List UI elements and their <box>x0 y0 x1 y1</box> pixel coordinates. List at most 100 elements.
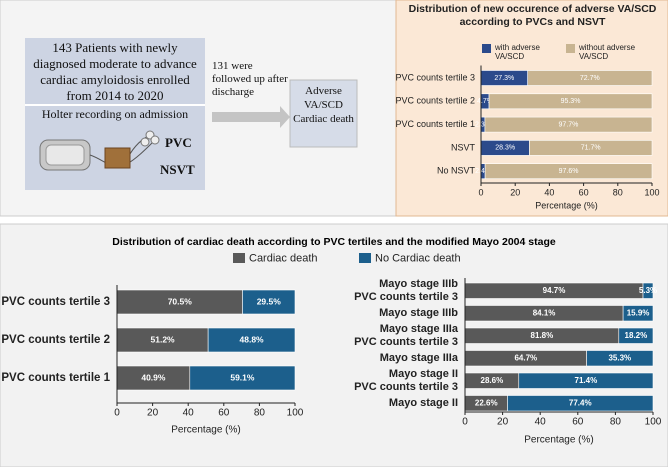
bar-segment <box>618 327 654 344</box>
x-tick-label: 80 <box>610 417 622 428</box>
bar-segment <box>488 93 653 110</box>
x-tick-label: 80 <box>254 408 266 419</box>
x-tick-label: 40 <box>535 417 547 428</box>
y-tick-label: PVC counts tertile 3 <box>354 291 458 303</box>
value-label: 77.4% <box>569 398 592 407</box>
bar-segment <box>622 305 654 322</box>
x-axis-label: Percentage (%) <box>524 435 593 446</box>
x-axis-label: Percentage (%) <box>171 425 240 436</box>
value-label: 29.5% <box>257 296 282 306</box>
legend-label: Cardiac death <box>249 252 318 264</box>
value-label: 40.9% <box>141 372 166 382</box>
x-tick-label: 60 <box>218 408 230 419</box>
value-label: 72.7% <box>580 75 600 82</box>
x-tick-label: 100 <box>645 417 662 428</box>
legend-swatch <box>233 253 245 263</box>
followup-text: 131 were followed up after discharge <box>212 60 288 98</box>
bar-segment <box>529 140 653 156</box>
value-label: 4.7% <box>477 98 493 105</box>
bar-segment <box>507 395 654 412</box>
value-label: 71.4% <box>575 376 598 385</box>
y-tick-label: Mayo stage II <box>389 368 458 380</box>
x-tick-label: 0 <box>114 408 120 419</box>
y-tick-label: Mayo stage IIIa <box>380 323 459 335</box>
pvc-text: PVC <box>165 135 192 150</box>
y-tick-label: Mayo stage II <box>389 397 458 409</box>
y-tick-label: PVC counts tertile 3 <box>395 72 475 82</box>
x-tick-label: 20 <box>510 187 520 197</box>
y-tick-label: PVC counts tertile 2 <box>395 96 475 106</box>
value-label: 71.7% <box>581 145 601 152</box>
nsvt-text: NSVT <box>160 162 195 177</box>
value-label: 97.6% <box>559 168 579 175</box>
value-label: 81.8% <box>531 331 554 340</box>
value-label: 95.3% <box>561 98 581 105</box>
x-tick-label: 100 <box>287 408 304 419</box>
chart-title: Distribution of cardiac death according … <box>112 236 556 248</box>
value-label: 51.2% <box>151 334 176 344</box>
value-label: 28.3% <box>495 145 515 152</box>
y-tick-label: Mayo stage IIIb <box>379 307 458 319</box>
y-tick-label: PVC counts tertile 1 <box>395 119 475 129</box>
bar-segment <box>116 365 191 391</box>
value-label: 18.2% <box>625 331 648 340</box>
value-label: 84.1% <box>533 308 556 317</box>
value-label: 59.1% <box>230 372 255 382</box>
y-tick-label: Mayo stage IIIa <box>380 352 459 364</box>
x-tick-label: 40 <box>183 408 195 419</box>
bar-segment <box>242 289 296 315</box>
x-tick-label: 60 <box>572 417 584 428</box>
legend-swatch <box>359 253 371 263</box>
legend-label: with adverse VA/SCD <box>495 43 540 61</box>
y-tick-label: PVC counts tertile 2 <box>1 334 110 346</box>
value-label: 97.7% <box>559 121 579 128</box>
value-label: 35.3% <box>608 353 631 362</box>
bar-segment <box>189 365 296 391</box>
x-tick-label: 20 <box>497 417 509 428</box>
bar-segment <box>116 327 209 353</box>
bar-segment <box>484 116 653 133</box>
y-tick-label: Mayo stage IIIb <box>379 278 458 290</box>
bottom-chart-panel <box>0 223 668 467</box>
bar-segment <box>586 350 654 367</box>
value-label: 2.4% <box>475 168 491 175</box>
bar-segment <box>642 282 654 299</box>
value-label: 70.5% <box>168 296 193 306</box>
y-tick-label: PVC counts tertile 1 <box>1 372 110 384</box>
legend-swatch <box>482 44 491 53</box>
legend-swatch <box>566 44 575 53</box>
value-label: 2.3% <box>475 121 491 128</box>
x-tick-label: 100 <box>644 187 659 197</box>
value-label: 15.9% <box>627 308 650 317</box>
x-tick-label: 40 <box>544 187 554 197</box>
x-tick-label: 0 <box>462 417 468 428</box>
value-label: 64.7% <box>514 353 537 362</box>
x-tick-label: 20 <box>147 408 159 419</box>
holter-device <box>39 130 160 171</box>
bar-segment <box>484 163 653 179</box>
value-label: 48.8% <box>240 334 265 344</box>
y-tick-label: PVC counts tertile 3 <box>354 336 458 348</box>
holter-text: Holter recording on admission <box>41 107 189 121</box>
x-tick-label: 0 <box>478 187 483 197</box>
value-label: 94.7% <box>543 286 566 295</box>
chart-title: Distribution of new occurence of adverse… <box>408 3 657 28</box>
bar-segment <box>116 289 243 315</box>
y-tick-label: PVC counts tertile 3 <box>1 296 110 308</box>
value-label: 28.6% <box>481 376 504 385</box>
bar-segment <box>207 327 296 353</box>
x-axis-label: Percentage (%) <box>535 200 598 210</box>
y-tick-label: NSVT <box>451 142 476 152</box>
y-tick-label: PVC counts tertile 3 <box>354 381 458 393</box>
x-tick-label: 80 <box>613 187 623 197</box>
outcome-text: Adverse VA/SCD Cardiac death <box>293 85 354 125</box>
value-label: 22.6% <box>475 398 498 407</box>
value-label: 5.3% <box>639 286 657 295</box>
y-tick-label: No NSVT <box>437 166 476 176</box>
legend-label: No Cardiac death <box>375 252 461 264</box>
x-tick-label: 60 <box>579 187 589 197</box>
legend-label: without adverse VA/SCD <box>579 43 636 61</box>
arrow <box>212 106 290 128</box>
